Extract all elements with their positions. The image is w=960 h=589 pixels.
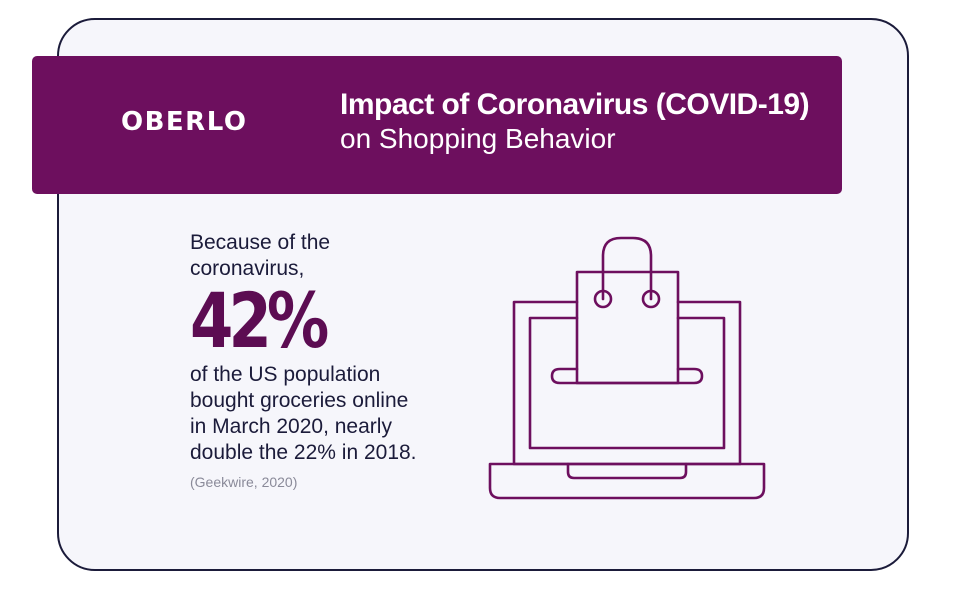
title-line-2: on Shopping Behavior xyxy=(340,123,616,154)
stat-block: Because of the coronavirus, 42% of the U… xyxy=(190,230,490,492)
laptop-trackpad xyxy=(566,462,688,480)
page-title: Impact of Coronavirus (COVID-19) on Shop… xyxy=(340,88,810,155)
oberlo-logo: OBERLO xyxy=(121,107,248,137)
title-line-1: Impact of Coronavirus (COVID-19) xyxy=(340,88,810,121)
bag-rivet-right xyxy=(641,289,661,309)
bag-pocket xyxy=(550,367,704,385)
shopping-bag-handle xyxy=(601,236,653,301)
stat-intro: Because of the coronavirus, xyxy=(190,231,331,280)
laptop-base xyxy=(488,462,766,500)
bag-rivet-left xyxy=(593,289,613,309)
stat-value: 42% xyxy=(190,276,329,365)
stat-source: (Geekwire, 2020) xyxy=(190,474,298,490)
laptop-screen-inner xyxy=(528,316,726,450)
header-banner xyxy=(32,56,842,194)
stat-description: of the US population bought groceries on… xyxy=(190,363,417,464)
shopping-bag-body xyxy=(575,270,680,385)
laptop-shopping-bag-icon xyxy=(488,236,766,500)
